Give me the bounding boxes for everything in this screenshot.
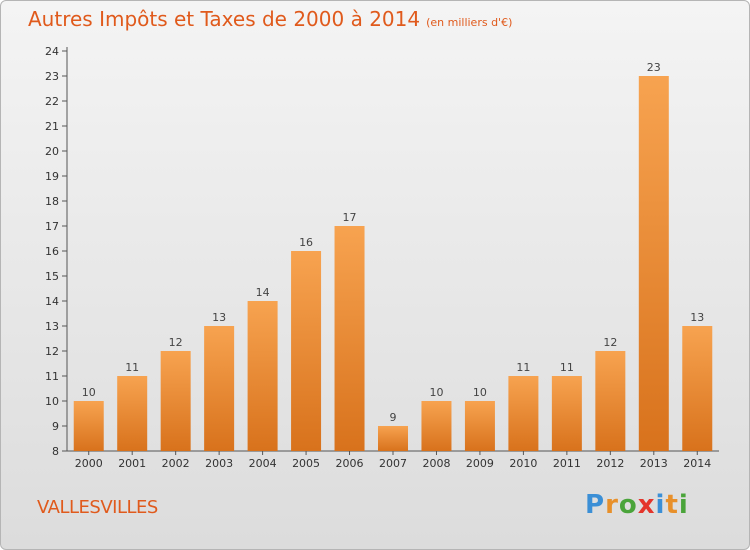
proxiti-logo[interactable]: Proxiti: [585, 490, 689, 520]
x-tick-label: 2006: [336, 457, 364, 470]
bar-value-label: 11: [125, 361, 139, 374]
x-tick-label: 2005: [292, 457, 320, 470]
bar: [73, 401, 104, 451]
bar-value-label: 11: [560, 361, 574, 374]
x-tick-label: 2014: [683, 457, 711, 470]
y-tick-label: 9: [52, 420, 59, 433]
y-tick-label: 22: [45, 95, 59, 108]
chart-title: Autres Impôts et Taxes de 2000 à 2014 (en…: [28, 7, 512, 31]
x-tick-label: 2001: [118, 457, 146, 470]
x-tick-label: 2000: [75, 457, 103, 470]
bar: [464, 401, 495, 451]
x-tick-label: 2003: [205, 457, 233, 470]
commune-name: VALLESVILLES: [37, 497, 158, 518]
bar: [160, 351, 191, 451]
bar-value-label: 16: [299, 236, 313, 249]
bar-value-label: 13: [212, 311, 226, 324]
bar: [421, 401, 452, 451]
x-tick-label: 2012: [596, 457, 624, 470]
y-tick-label: 13: [45, 320, 59, 333]
chart-subtitle: (en milliers d'€): [426, 16, 513, 29]
bar: [247, 301, 278, 451]
x-tick-label: 2004: [249, 457, 277, 470]
y-tick-label: 14: [45, 295, 59, 308]
bar-value-label: 12: [603, 336, 617, 349]
x-tick-label: 2009: [466, 457, 494, 470]
axes: 8 9 10 11 12 13 14 15 16 17 18 19 20 21 22 23 24 2000 2001…: [45, 45, 719, 470]
y-tick-label: 21: [45, 120, 59, 133]
bar-value-label: 13: [690, 311, 704, 324]
bar-value-label: 10: [473, 386, 487, 399]
x-tick-label: 2008: [422, 457, 450, 470]
x-tick-label: 2002: [162, 457, 190, 470]
bar: [117, 376, 148, 451]
bar: [595, 351, 626, 451]
bar-value-label: 12: [169, 336, 183, 349]
bar-value-label: 17: [343, 211, 357, 224]
x-tick-label: 2013: [640, 457, 668, 470]
bar-value-label: 11: [516, 361, 530, 374]
bar: [334, 226, 365, 451]
chart-title-text: Autres Impôts et Taxes de 2000 à 2014: [28, 7, 421, 31]
x-tick-label: 2007: [379, 457, 407, 470]
bar: [551, 376, 582, 451]
y-tick-label: 8: [52, 445, 59, 458]
bar-value-label: 23: [647, 61, 661, 74]
y-tick-label: 10: [45, 395, 59, 408]
y-tick-label: 11: [45, 370, 59, 383]
bar: [291, 251, 322, 451]
y-tick-label: 18: [45, 195, 59, 208]
x-tick-label: 2011: [553, 457, 581, 470]
bar: [638, 76, 669, 451]
bar: [682, 326, 713, 451]
y-tick-label: 17: [45, 220, 59, 233]
y-tick-label: 23: [45, 70, 59, 83]
bar-value-label: 10: [82, 386, 96, 399]
y-tick-label: 24: [45, 45, 59, 58]
bar-value-label: 10: [429, 386, 443, 399]
bar-value-label: 14: [256, 286, 270, 299]
bar-value-label: 9: [390, 411, 397, 424]
bar: [204, 326, 235, 451]
y-tick-label: 20: [45, 145, 59, 158]
y-tick-label: 16: [45, 245, 59, 258]
x-tick-label: 2010: [509, 457, 537, 470]
y-tick-label: 15: [45, 270, 59, 283]
bars: 10 11 12 13 14 16 17 9 10 10 11 11 12 23 13: [73, 61, 713, 451]
bar: [508, 376, 539, 451]
y-tick-label: 19: [45, 170, 59, 183]
bar: [378, 426, 408, 451]
y-tick-label: 12: [45, 345, 59, 358]
